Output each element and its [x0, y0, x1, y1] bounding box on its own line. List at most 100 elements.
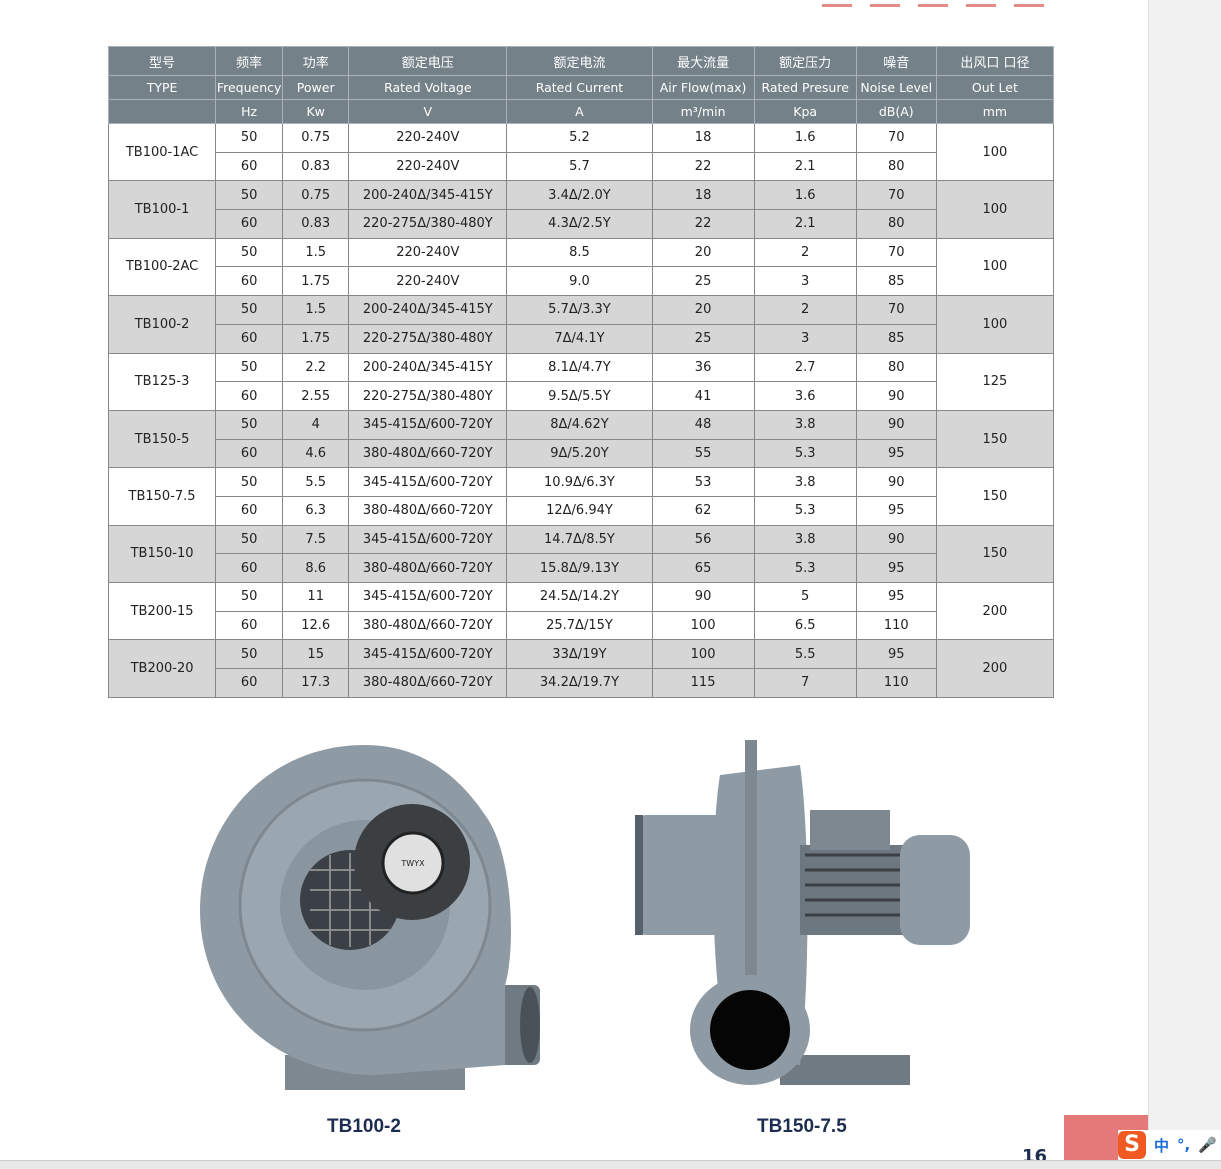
- ime-toolbar[interactable]: S 中 °, 🎤: [1118, 1130, 1221, 1160]
- spec-cell: 60: [215, 668, 284, 698]
- spec-cell: 0.83: [282, 151, 350, 182]
- spec-cell: 8Δ/4.62Y: [506, 409, 653, 440]
- spec-cell: 95: [855, 438, 937, 469]
- spec-cell: 3: [753, 266, 857, 297]
- table-row: 60 6.3 380-480Δ/660-720Y 12Δ/6.94Y 62 5.3 95: [109, 495, 1054, 526]
- table-row: TB200-15 50 11 345-415Δ/600-720Y 24.5Δ/14.2Y…: [107, 581, 1055, 641]
- spec-cell: 200-240Δ/345-415Y: [348, 352, 508, 383]
- model-type-cell: TB150-5: [107, 409, 217, 469]
- spec-cell: 53: [651, 467, 755, 497]
- microphone-icon[interactable]: 🎤: [1198, 1136, 1217, 1154]
- table-row: 60 17.3 380-480Δ/660-720Y 34.2Δ/19.7Y 115 7 11…: [109, 668, 1054, 698]
- ime-language-toggle[interactable]: 中: [1154, 1136, 1170, 1155]
- spec-cell: 12Δ/6.94Y: [506, 495, 653, 526]
- spec-cell: 50: [215, 409, 284, 440]
- spec-cell: 95: [855, 582, 937, 612]
- spec-cell: 345-415Δ/600-720Y: [348, 467, 508, 497]
- spec-cell: 4.3Δ/2.5Y: [506, 209, 653, 239]
- outlet-cell: 150: [935, 409, 1055, 469]
- spec-cell: 115: [651, 668, 755, 698]
- spec-cell: 4.6: [282, 438, 350, 469]
- table-row: TB100-1 50 0.75 200-240Δ/345-415Y 3.4Δ/2.0Y 1…: [107, 180, 1055, 239]
- table-row: TB150-10 50 7.5 345-415Δ/600-720Y 14.7Δ/8.5Y…: [107, 524, 1055, 584]
- svg-text:TWYX: TWYX: [400, 859, 425, 868]
- model-type-cell: TB100-1AC: [107, 122, 217, 182]
- spec-cell: 0.75: [282, 180, 350, 211]
- spec-cell: 0.75: [282, 123, 350, 153]
- spec-cell: 70: [855, 295, 937, 325]
- outlet-cell: 100: [935, 122, 1055, 182]
- column-header: Power: [282, 75, 350, 100]
- spec-cell: 200-240Δ/345-415Y: [348, 295, 508, 325]
- spec-cell: 5: [753, 582, 857, 612]
- table-row: 60 8.6 380-480Δ/660-720Y 15.8Δ/9.13Y 65 5.3 95: [109, 553, 1054, 583]
- column-header: 额定电流: [506, 46, 653, 76]
- blower-image-tb150-7.5: [635, 740, 970, 1085]
- spec-cell: 24.5Δ/14.2Y: [506, 582, 653, 612]
- column-header: 功率: [282, 46, 350, 76]
- spec-cell: 1.6: [753, 123, 857, 153]
- spec-cell: 2.1: [753, 151, 857, 182]
- spec-cell: 14.7Δ/8.5Y: [506, 524, 653, 555]
- table-row: TB125-3 50 2.2 200-240Δ/345-415Y 8.1Δ/4.7Y 36…: [107, 352, 1055, 411]
- spec-cell: 220-275Δ/380-480Y: [348, 209, 508, 239]
- spec-cell: 2: [753, 295, 857, 325]
- column-header: m³/min: [651, 99, 755, 124]
- spec-cell: 2: [753, 237, 857, 268]
- header-row-header_cn: 型号 频率 功率 额定电压 额定电流 最大流量 额定压力 噪音 出风口 口径: [107, 46, 1055, 76]
- spec-cell: 220-275Δ/380-480Y: [348, 323, 508, 354]
- spec-cell: 48: [651, 409, 755, 440]
- spec-cell: 18: [651, 180, 755, 211]
- spec-cell: 345-415Δ/600-720Y: [348, 524, 508, 555]
- spec-cell: 3.8: [753, 467, 857, 497]
- column-header: 额定电压: [348, 46, 508, 76]
- spec-cell: 5.3: [753, 438, 857, 469]
- column-header: Hz: [215, 99, 284, 124]
- ime-logo-icon[interactable]: S: [1118, 1131, 1146, 1159]
- spec-cell: 10.9Δ/6.3Y: [506, 467, 653, 497]
- spec-cell: 3.4Δ/2.0Y: [506, 180, 653, 211]
- spec-cell: 5.7Δ/3.3Y: [506, 295, 653, 325]
- spec-cell: 5.5: [282, 467, 350, 497]
- spec-cell: 5.7: [506, 151, 653, 182]
- spec-cell: 100: [651, 639, 755, 670]
- outlet-cell: 100: [935, 295, 1055, 354]
- spec-cell: 60: [215, 438, 284, 469]
- catalog-page: 型号 频率 功率 额定电压 额定电流 最大流量 额定压力 噪音 出风口 口径 TYPE Freque…: [107, 4, 1148, 1167]
- column-header: 最大流量: [651, 46, 755, 76]
- spec-cell: 11: [282, 582, 350, 612]
- spec-cell: 25: [651, 266, 755, 297]
- spec-cell: 60: [215, 495, 284, 526]
- spec-cell: 3.6: [753, 381, 857, 411]
- specs-table: 型号 频率 功率 额定电压 额定电流 最大流量 额定压力 噪音 出风口 口径 TYPE Freque…: [107, 46, 1055, 698]
- model-type-cell: TB100-2: [107, 295, 217, 354]
- table-row: TB100-1AC 50 0.75 220-240V 5.2 18 1.6 70 100: [107, 122, 1055, 182]
- spec-cell: 7: [753, 668, 857, 698]
- spec-cell: 100: [651, 610, 755, 641]
- spec-cell: 60: [215, 553, 284, 583]
- table-row: 60 12.6 380-480Δ/660-720Y 25.7Δ/15Y 100 6.5 11…: [109, 610, 1054, 641]
- table-row: 60 1.75 220-240V 9.0 25 3 85: [109, 266, 1054, 297]
- spec-cell: 25: [651, 323, 755, 354]
- spec-cell: 380-480Δ/660-720Y: [348, 438, 508, 469]
- spec-cell: 380-480Δ/660-720Y: [348, 610, 508, 641]
- spec-cell: 7.5: [282, 524, 350, 555]
- spec-cell: 20: [651, 237, 755, 268]
- outlet-cell: 100: [935, 237, 1055, 297]
- spec-cell: 60: [215, 381, 284, 411]
- spec-cell: 15: [282, 639, 350, 670]
- spec-cell: 17.3: [282, 668, 350, 698]
- spec-cell: 50: [215, 295, 284, 325]
- table-row: 60 1.75 220-275Δ/380-480Y 7Δ/4.1Y 25 3 85: [109, 323, 1054, 354]
- model-type-cell: TB200-20: [107, 639, 217, 698]
- spec-cell: 60: [215, 610, 284, 641]
- blower-image-tb100-2: TWYX: [200, 745, 540, 1090]
- spec-cell: 50: [215, 467, 284, 497]
- spec-cell: 12.6: [282, 610, 350, 641]
- spec-cell: 380-480Δ/660-720Y: [348, 495, 508, 526]
- column-header: 出风口 口径: [935, 46, 1055, 76]
- spec-cell: 95: [855, 639, 937, 670]
- column-header: [107, 99, 217, 124]
- ime-punctuation-toggle[interactable]: °,: [1177, 1136, 1191, 1154]
